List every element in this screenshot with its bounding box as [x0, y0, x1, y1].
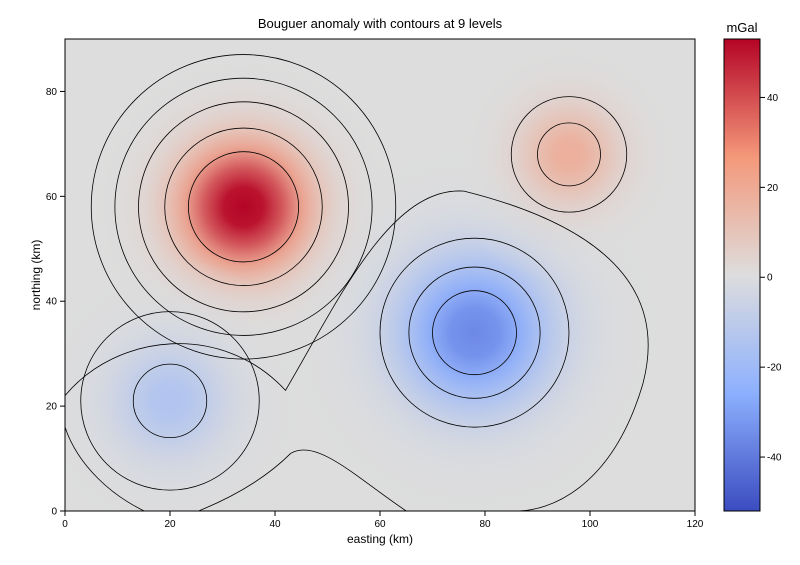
colorbar: mGal -40 -20 0 20 40: [723, 20, 782, 512]
anomaly-field: [65, 39, 695, 511]
x-tick-label: 120: [687, 519, 704, 530]
x-axis: 0 20 40 60 80 100 120: [62, 511, 704, 530]
contour-line: [408, 266, 541, 399]
x-tick-label: 100: [582, 519, 599, 530]
y-tick-label: 60: [46, 192, 58, 203]
colorbar-label: mGal: [726, 20, 757, 35]
contour-line: [187, 151, 300, 263]
contour-line: [537, 122, 601, 187]
contour-line: [379, 237, 570, 428]
contour-line: [164, 127, 323, 286]
y-tick-label: 40: [46, 297, 58, 308]
anomaly-blob: [443, 39, 695, 281]
x-tick-label: 20: [164, 519, 176, 530]
colorbar-ticks: -40 -20 0 20 40: [760, 93, 782, 464]
x-tick-label: 60: [374, 519, 386, 530]
anomaly-blob: [65, 259, 312, 511]
colorbar-tick-label: 40: [767, 93, 779, 104]
colorbar-tick-label: 20: [767, 183, 779, 194]
x-tick-label: 0: [62, 519, 68, 530]
y-tick-label: 20: [46, 402, 58, 413]
contour-line: [114, 77, 373, 336]
contour-line: [138, 101, 349, 313]
y-axis: 0 20 40 60 80: [46, 87, 65, 518]
contour-line: [80, 311, 260, 491]
x-tick-label: 80: [479, 519, 491, 530]
contour-line: [132, 363, 208, 439]
x-axis-label: easting (km): [347, 532, 413, 546]
x-tick-label: 40: [269, 519, 281, 530]
chart-title: Bouguer anomaly with contours at 9 level…: [258, 16, 503, 31]
y-tick-label: 80: [46, 87, 58, 98]
colorbar-tick-label: 0: [767, 273, 773, 284]
heatmap-area: [65, 39, 695, 511]
y-tick-label: 0: [51, 507, 57, 518]
colorbar-tick-label: -20: [767, 363, 782, 374]
contour-line: [432, 290, 517, 376]
y-axis-label: northing (km): [29, 240, 43, 311]
colorbar-tick-label: -40: [767, 453, 782, 464]
contour-line: [65, 190, 649, 511]
contour-lines: [65, 54, 649, 511]
colorbar-gradient: [723, 38, 761, 512]
contour-line: [510, 96, 628, 213]
